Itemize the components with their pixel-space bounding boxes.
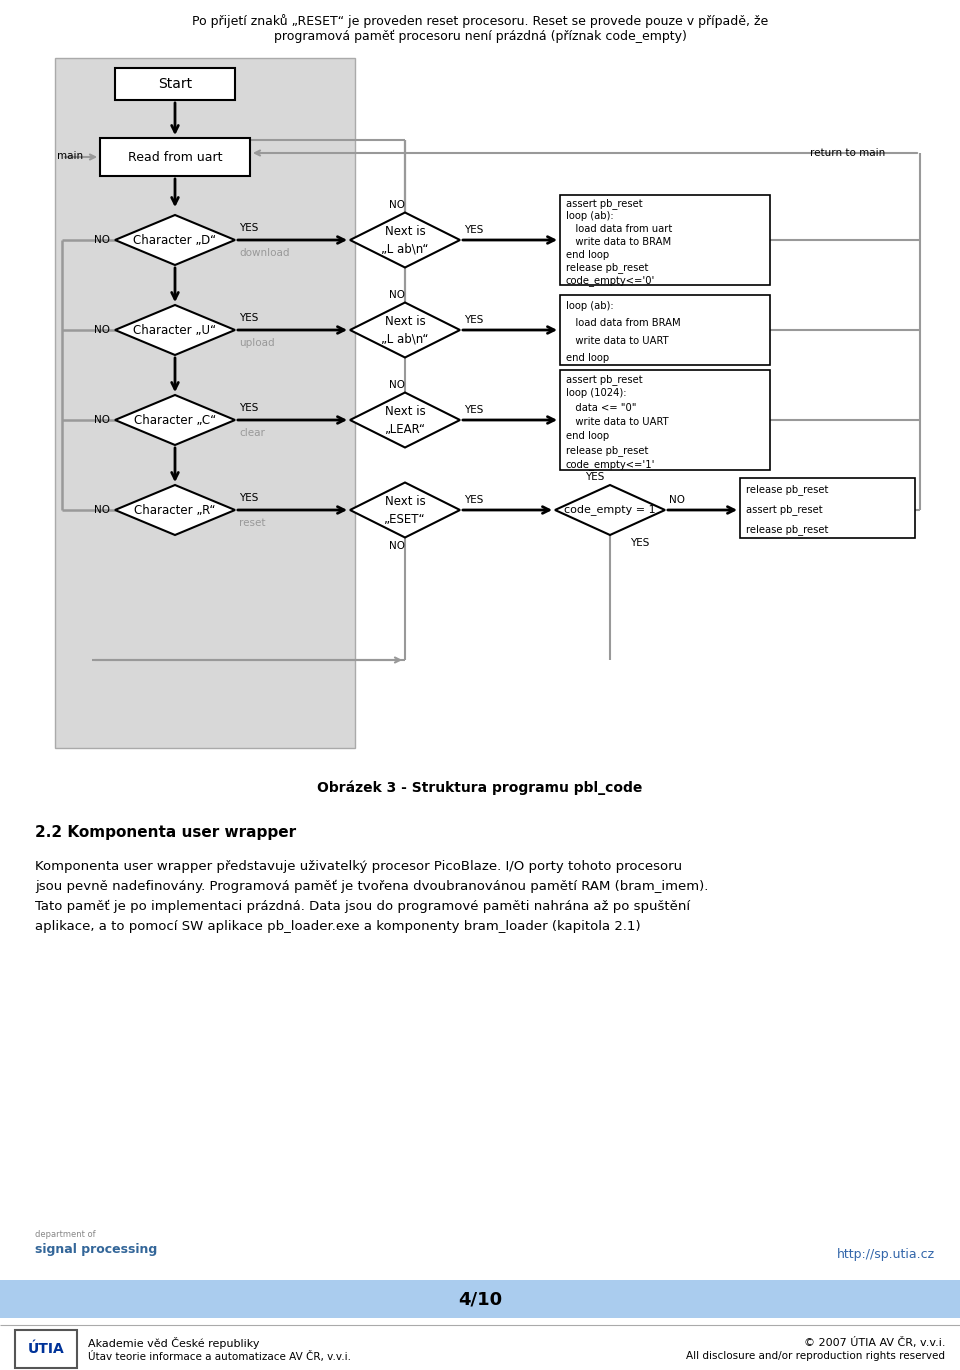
Text: data <= "0": data <= "0": [566, 403, 636, 412]
Polygon shape: [115, 306, 235, 355]
Text: load data from BRAM: load data from BRAM: [566, 318, 681, 329]
Text: end loop: end loop: [566, 353, 610, 363]
Text: code_empty<='1': code_empty<='1': [566, 459, 656, 470]
Text: release pb_reset: release pb_reset: [746, 485, 828, 496]
Text: Akademie věd České republiky: Akademie věd České republiky: [88, 1337, 259, 1349]
Polygon shape: [350, 303, 460, 358]
Text: Character „U“: Character „U“: [133, 323, 217, 337]
Text: NO: NO: [389, 541, 405, 551]
Bar: [115, 68, 235, 100]
Text: end loop: end loop: [566, 249, 610, 260]
Bar: [0, 1280, 960, 1318]
Bar: [560, 295, 770, 364]
Text: 2.2 Komponenta user wrapper: 2.2 Komponenta user wrapper: [35, 825, 296, 840]
Text: YES: YES: [464, 495, 484, 506]
Text: loop (ab):: loop (ab):: [566, 301, 613, 311]
Text: YES: YES: [631, 538, 650, 548]
Text: signal processing: signal processing: [35, 1243, 157, 1256]
Text: „ESET“: „ESET“: [384, 512, 426, 526]
Text: © 2007 ÚTIA AV ČR, v.v.i.: © 2007 ÚTIA AV ČR, v.v.i.: [804, 1337, 945, 1348]
Polygon shape: [350, 212, 460, 267]
Text: Obrázek 3 - Struktura programu pbl_code: Obrázek 3 - Struktura programu pbl_code: [318, 780, 642, 795]
Polygon shape: [115, 215, 235, 264]
Text: write data to UART: write data to UART: [566, 336, 668, 345]
Text: assert pb_reset: assert pb_reset: [566, 374, 642, 385]
Text: YES: YES: [586, 473, 605, 482]
Text: Next is: Next is: [385, 495, 425, 507]
Text: All disclosure and/or reproduction rights reserved: All disclosure and/or reproduction right…: [686, 1351, 945, 1360]
Text: NO: NO: [389, 200, 405, 210]
Text: load data from uart: load data from uart: [566, 225, 672, 234]
Polygon shape: [350, 392, 460, 448]
Text: NO: NO: [94, 325, 110, 336]
Polygon shape: [555, 485, 665, 536]
Text: Character „R“: Character „R“: [134, 504, 216, 516]
Text: „L ab\n“: „L ab\n“: [381, 333, 429, 345]
Text: code_empty<='0': code_empty<='0': [566, 275, 656, 286]
Text: aplikace, a to pomocí SW aplikace pb_loader.exe a komponenty bram_loader (kapito: aplikace, a to pomocí SW aplikace pb_loa…: [35, 921, 640, 933]
Polygon shape: [115, 395, 235, 445]
Bar: [740, 478, 915, 538]
Text: YES: YES: [239, 223, 258, 233]
Text: release pb_reset: release pb_reset: [746, 525, 828, 536]
Text: end loop: end loop: [566, 432, 610, 441]
Text: jsou pevně nadefinovány. Programová paměť je tvořena dvoubranovánou pamětí RAM (: jsou pevně nadefinovány. Programová pamě…: [35, 880, 708, 893]
Text: 4/10: 4/10: [458, 1291, 502, 1308]
Text: NO: NO: [389, 379, 405, 389]
Text: Character „C“: Character „C“: [133, 414, 216, 426]
Text: NO: NO: [669, 495, 685, 506]
Text: http://sp.utia.cz: http://sp.utia.cz: [837, 1248, 935, 1260]
Text: NO: NO: [94, 506, 110, 515]
Text: assert pb_reset: assert pb_reset: [746, 504, 823, 515]
Text: YES: YES: [239, 403, 258, 412]
Text: „LEAR“: „LEAR“: [385, 422, 425, 436]
Text: Útav teorie informace a automatizace AV ČR, v.v.i.: Útav teorie informace a automatizace AV …: [88, 1351, 351, 1362]
Text: release pb_reset: release pb_reset: [566, 445, 648, 456]
Text: code_empty = 1: code_empty = 1: [564, 504, 656, 515]
Text: Character „D“: Character „D“: [133, 233, 217, 247]
Text: NO: NO: [94, 415, 110, 425]
Text: department of: department of: [35, 1230, 96, 1238]
Text: YES: YES: [464, 406, 484, 415]
Text: NO: NO: [389, 289, 405, 300]
Text: YES: YES: [464, 315, 484, 325]
Text: YES: YES: [464, 225, 484, 236]
Text: Next is: Next is: [385, 404, 425, 418]
Text: clear: clear: [239, 427, 265, 438]
Bar: [15, 1330, 77, 1369]
Text: YES: YES: [239, 312, 258, 323]
Text: Next is: Next is: [385, 225, 425, 237]
Text: reset: reset: [239, 518, 266, 527]
Text: programová paměť procesoru není prázdná (příznak code_empty): programová paměť procesoru není prázdná …: [274, 30, 686, 44]
Text: loop (ab):: loop (ab):: [566, 211, 613, 222]
Text: assert pb_reset: assert pb_reset: [566, 199, 642, 208]
Bar: [560, 195, 770, 285]
Text: YES: YES: [239, 493, 258, 503]
Text: write data to BRAM: write data to BRAM: [566, 237, 671, 247]
Bar: [100, 138, 250, 175]
Text: ÚTIA: ÚTIA: [28, 1343, 64, 1356]
Text: Komponenta user wrapper představuje uživatelký procesor PicoBlaze. I/O porty toh: Komponenta user wrapper představuje uživ…: [35, 860, 683, 873]
Text: loop (1024):: loop (1024):: [566, 389, 627, 399]
Text: release pb_reset: release pb_reset: [566, 262, 648, 273]
Text: Start: Start: [158, 77, 192, 90]
Text: „L ab\n“: „L ab\n“: [381, 242, 429, 255]
Polygon shape: [350, 482, 460, 537]
Text: write data to UART: write data to UART: [566, 416, 668, 427]
Text: Tato paměť je po implementaci prázdná. Data jsou do programové paměti nahrána až: Tato paměť je po implementaci prázdná. D…: [35, 900, 690, 914]
Bar: [55, 58, 355, 748]
Text: main: main: [57, 151, 84, 162]
Text: Po přijetí znaků „RESET“ je proveden reset procesoru. Reset se provede pouze v p: Po přijetí znaků „RESET“ je proveden res…: [192, 14, 768, 27]
Text: download: download: [239, 248, 290, 258]
Text: return to main: return to main: [810, 148, 885, 158]
Text: Read from uart: Read from uart: [128, 151, 223, 163]
Text: upload: upload: [239, 338, 275, 348]
Text: NO: NO: [94, 236, 110, 245]
Polygon shape: [115, 485, 235, 536]
Text: Next is: Next is: [385, 315, 425, 327]
Bar: [560, 370, 770, 470]
